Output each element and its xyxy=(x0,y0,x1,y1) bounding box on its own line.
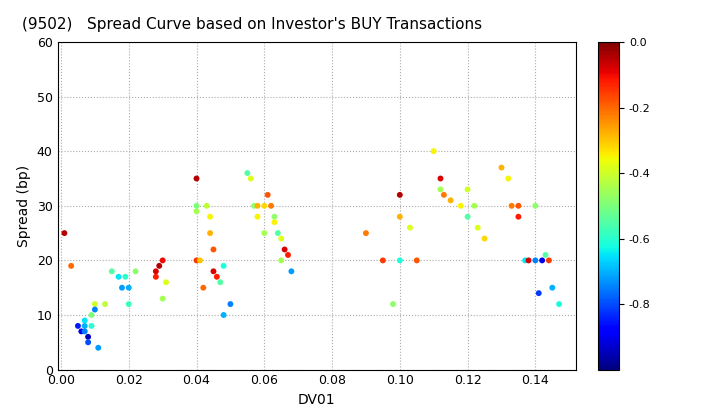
Point xyxy=(58,230,70,236)
Point xyxy=(258,202,270,209)
Point xyxy=(201,202,212,209)
Point xyxy=(506,202,518,209)
Point xyxy=(530,257,541,264)
Point xyxy=(86,323,97,329)
Point xyxy=(92,344,104,351)
Point xyxy=(276,257,287,264)
Point xyxy=(262,192,274,198)
Point xyxy=(472,224,484,231)
Point xyxy=(153,262,165,269)
Point xyxy=(276,235,287,242)
Point xyxy=(194,257,206,264)
Point xyxy=(197,284,209,291)
Point xyxy=(530,202,541,209)
Point xyxy=(523,257,534,264)
Point xyxy=(120,273,131,280)
Point xyxy=(106,268,117,275)
Point xyxy=(445,197,456,204)
Point xyxy=(404,224,415,231)
Point xyxy=(207,268,219,275)
Point xyxy=(411,257,423,264)
Point xyxy=(116,284,127,291)
Point xyxy=(252,213,264,220)
Point xyxy=(479,235,490,242)
Point xyxy=(377,257,389,264)
Point xyxy=(79,323,91,329)
Point xyxy=(282,252,294,258)
Point xyxy=(435,186,446,193)
Point xyxy=(513,213,524,220)
Point xyxy=(204,213,216,220)
Point xyxy=(157,295,168,302)
Point xyxy=(225,301,236,307)
Point xyxy=(113,273,125,280)
Y-axis label: Spread (bp): Spread (bp) xyxy=(17,165,31,247)
X-axis label: DV01: DV01 xyxy=(298,393,336,407)
Point xyxy=(543,257,554,264)
Point xyxy=(462,186,473,193)
Point xyxy=(242,170,253,176)
Point xyxy=(191,257,202,264)
Point xyxy=(360,230,372,236)
Point xyxy=(533,290,544,297)
Point xyxy=(161,279,172,286)
Point xyxy=(86,312,97,318)
Point xyxy=(79,317,91,324)
Point xyxy=(394,213,405,220)
Point xyxy=(435,175,446,182)
Point xyxy=(130,268,141,275)
Point xyxy=(553,301,564,307)
Point xyxy=(123,284,135,291)
Point xyxy=(123,301,135,307)
Point xyxy=(536,257,548,264)
Point xyxy=(99,301,111,307)
Point xyxy=(513,202,524,209)
Point xyxy=(191,202,202,209)
Point xyxy=(82,339,94,346)
Point xyxy=(191,208,202,215)
Point xyxy=(272,230,284,236)
Point xyxy=(265,202,276,209)
Point xyxy=(150,273,161,280)
Point xyxy=(211,273,222,280)
Point xyxy=(218,312,230,318)
Point xyxy=(269,213,280,220)
Point xyxy=(79,328,91,335)
Point xyxy=(66,262,77,269)
Point xyxy=(286,268,297,275)
Point xyxy=(76,328,87,335)
Point xyxy=(252,202,264,209)
Point xyxy=(394,192,405,198)
Point xyxy=(157,257,168,264)
Point xyxy=(495,164,507,171)
Point xyxy=(207,246,219,253)
Point xyxy=(215,279,226,286)
Point xyxy=(82,333,94,340)
Point xyxy=(248,202,260,209)
Point xyxy=(191,175,202,182)
Point xyxy=(519,257,531,264)
Point xyxy=(269,219,280,226)
Point xyxy=(150,268,161,275)
Point xyxy=(258,230,270,236)
Point xyxy=(218,262,230,269)
Point xyxy=(279,246,290,253)
Point xyxy=(89,301,101,307)
Point xyxy=(546,284,558,291)
Point xyxy=(462,213,473,220)
Point xyxy=(394,257,405,264)
Point xyxy=(469,202,480,209)
Point xyxy=(245,175,256,182)
Point xyxy=(455,202,467,209)
Point xyxy=(503,175,514,182)
Point xyxy=(428,148,439,155)
Point xyxy=(540,252,552,258)
Point xyxy=(72,323,84,329)
Point xyxy=(387,301,399,307)
Point xyxy=(204,230,216,236)
Point xyxy=(89,306,101,313)
Text: (9502)   Spread Curve based on Investor's BUY Transactions: (9502) Spread Curve based on Investor's … xyxy=(22,17,482,32)
Point xyxy=(438,192,449,198)
